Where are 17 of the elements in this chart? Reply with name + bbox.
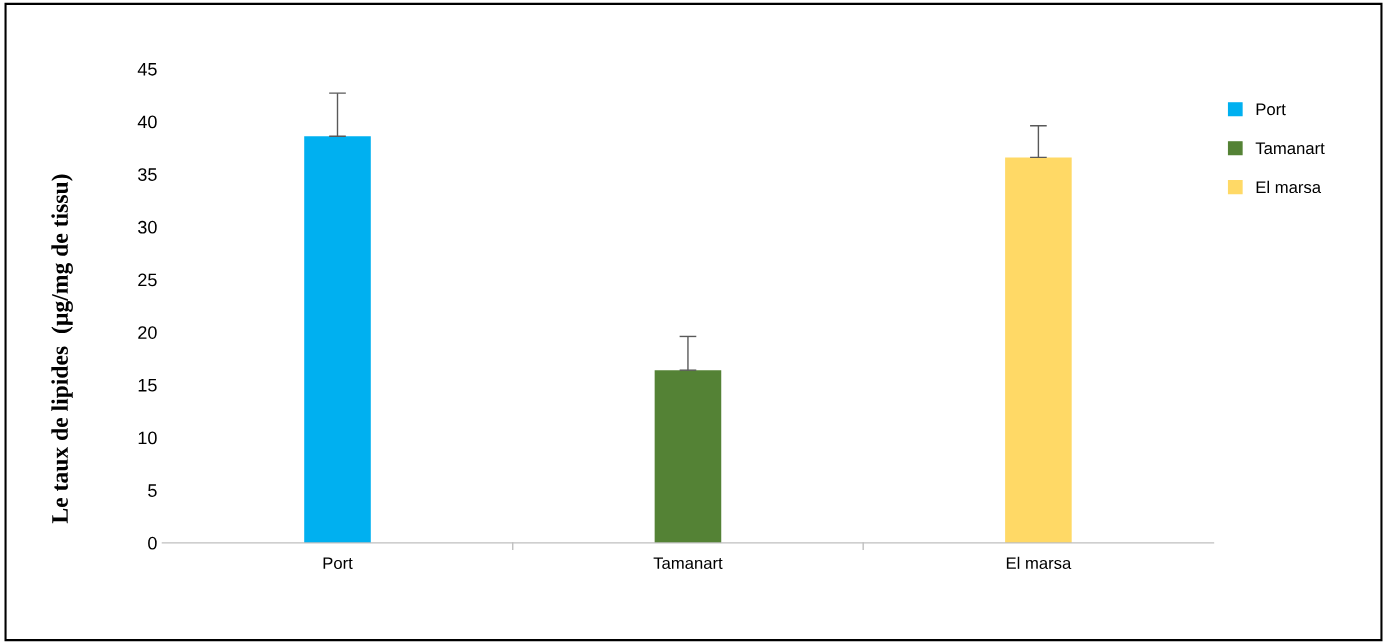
y-tick-label: 30 [138,220,157,234]
y-tick-label: 45 [137,63,157,76]
legend-label: Port [1256,103,1286,116]
legend-label: El marsa [1256,180,1322,194]
y-tick-label: 0 [148,536,157,550]
y-axis-title: Le taux de lipides (µg/mg de tissu) [51,174,73,524]
y-tick-label: 25 [138,273,157,287]
x-tick-label: Tamanart [653,557,723,570]
y-tick-label: 10 [138,431,157,445]
y-tick-label: 5 [148,484,157,497]
y-tick-label: 35 [138,168,157,181]
legend-label: Tamanart [1255,142,1325,155]
x-tick-label: Port [323,557,353,570]
y-tick-label: 20 [138,326,157,339]
y-tick-label: 40 [137,115,157,129]
y-tick-label: 15 [138,379,157,392]
x-tick-label: El marsa [1006,556,1072,570]
